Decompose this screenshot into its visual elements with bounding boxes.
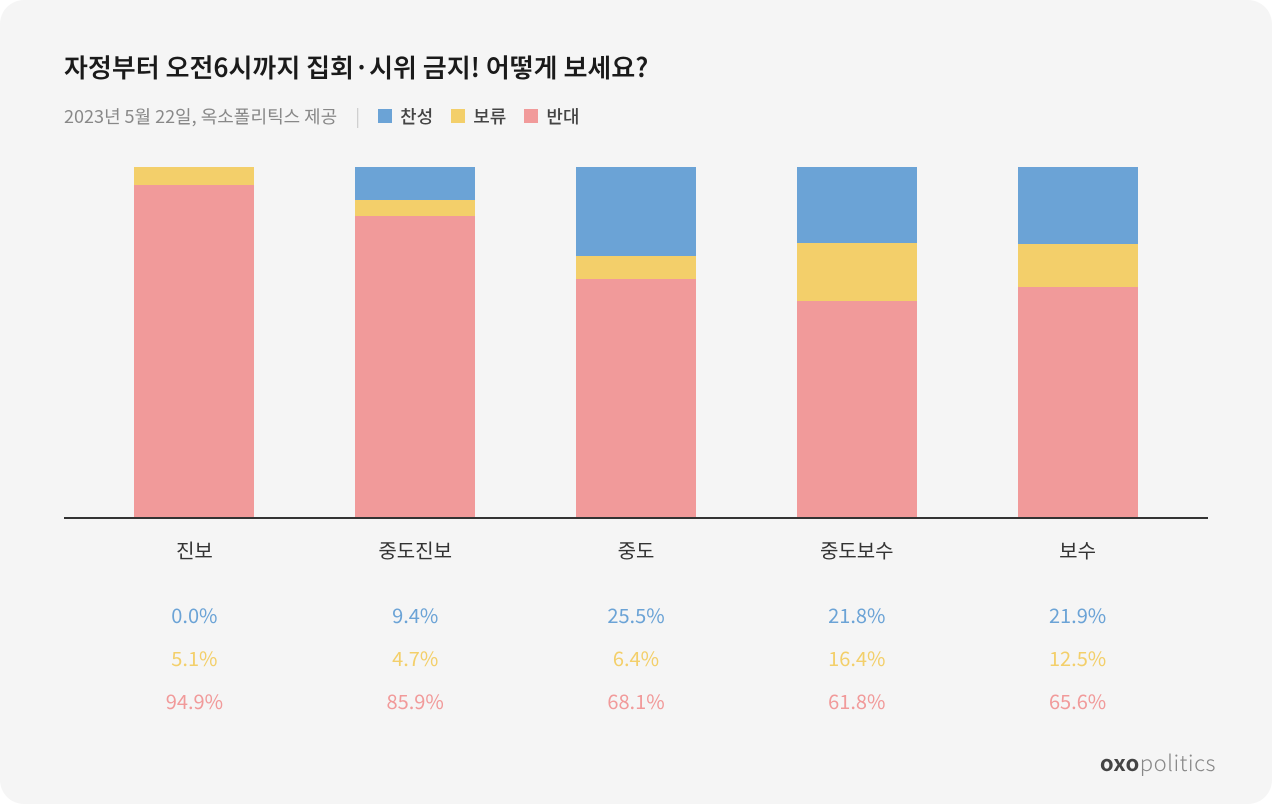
bar-segment-hold — [355, 200, 475, 216]
bar-column — [134, 169, 254, 517]
category-labels-row: 진보 중도진보 중도 중도보수 보수 — [64, 519, 1208, 564]
bar-column — [797, 169, 917, 517]
value-cell: 0.0% — [134, 600, 254, 629]
legend-label-oppose: 반대 — [546, 103, 579, 129]
bar-segment-oppose — [797, 301, 917, 517]
chart-subtitle: 2023년 5월 22일, 옥소폴리틱스 제공 — [64, 103, 337, 129]
legend-swatch-agree — [378, 109, 392, 123]
legend-label-hold: 보류 — [473, 103, 506, 129]
bar-segment-oppose — [134, 185, 254, 517]
value-cell: 61.8% — [797, 686, 917, 715]
bar-segment-agree — [576, 167, 696, 256]
value-cell: 5.1% — [134, 643, 254, 672]
value-cell: 21.8% — [797, 600, 917, 629]
value-cell: 25.5% — [576, 600, 696, 629]
bar-segment-hold — [134, 167, 254, 185]
value-cell: 21.9% — [1018, 600, 1138, 629]
category-label: 보수 — [1018, 535, 1138, 564]
legend: 찬성 보류 반대 — [378, 103, 579, 129]
bar-segment-hold — [576, 256, 696, 278]
footer-logo: oxopolitics — [1100, 746, 1216, 778]
category-label: 진보 — [134, 535, 254, 564]
value-cell: 65.6% — [1018, 686, 1138, 715]
legend-swatch-hold — [451, 109, 465, 123]
footer-brand-bold: oxo — [1100, 746, 1140, 778]
stacked-bar — [576, 167, 696, 517]
chart-area — [64, 169, 1208, 519]
value-cell: 9.4% — [355, 600, 475, 629]
chart-title: 자정부터 오전6시까지 집회·시위 금지! 어떻게 보세요? — [64, 48, 1208, 85]
bar-segment-agree — [355, 167, 475, 200]
value-row-hold: 5.1% 4.7% 6.4% 16.4% 12.5% — [84, 643, 1188, 672]
legend-item-agree: 찬성 — [378, 103, 433, 129]
legend-label-agree: 찬성 — [400, 103, 433, 129]
value-row-oppose: 94.9% 85.9% 68.1% 61.8% 65.6% — [84, 686, 1188, 715]
bar-segment-oppose — [576, 279, 696, 517]
value-cell: 16.4% — [797, 643, 917, 672]
stacked-bar — [134, 167, 254, 517]
bar-column — [1018, 169, 1138, 517]
legend-item-oppose: 반대 — [524, 103, 579, 129]
value-cell: 68.1% — [576, 686, 696, 715]
legend-item-hold: 보류 — [451, 103, 506, 129]
footer-brand-light: politics — [1140, 746, 1216, 778]
value-cell: 6.4% — [576, 643, 696, 672]
bar-column — [355, 169, 475, 517]
category-label: 중도진보 — [355, 535, 475, 564]
bar-column — [576, 169, 696, 517]
value-cell: 85.9% — [355, 686, 475, 715]
subtitle-divider: | — [355, 103, 360, 129]
bar-segment-oppose — [355, 216, 475, 517]
value-row-agree: 0.0% 9.4% 25.5% 21.8% 21.9% — [84, 600, 1188, 629]
values-block: 0.0% 9.4% 25.5% 21.8% 21.9% 5.1% 4.7% 6.4% 16.4%… — [64, 600, 1208, 715]
bar-segment-hold — [1018, 244, 1138, 288]
value-cell: 12.5% — [1018, 643, 1138, 672]
stacked-bar — [355, 167, 475, 517]
category-label: 중도보수 — [797, 535, 917, 564]
bar-segment-agree — [797, 167, 917, 243]
bar-segment-hold — [797, 243, 917, 300]
value-cell: 4.7% — [355, 643, 475, 672]
bar-segment-oppose — [1018, 287, 1138, 517]
stacked-bar — [797, 167, 917, 517]
legend-swatch-oppose — [524, 109, 538, 123]
subtitle-row: 2023년 5월 22일, 옥소폴리틱스 제공 | 찬성 보류 반대 — [64, 103, 1208, 129]
value-cell: 94.9% — [134, 686, 254, 715]
category-label: 중도 — [576, 535, 696, 564]
chart-card: 자정부터 오전6시까지 집회·시위 금지! 어떻게 보세요? 2023년 5월 … — [0, 0, 1272, 804]
bar-segment-agree — [1018, 167, 1138, 244]
stacked-bar — [1018, 167, 1138, 517]
